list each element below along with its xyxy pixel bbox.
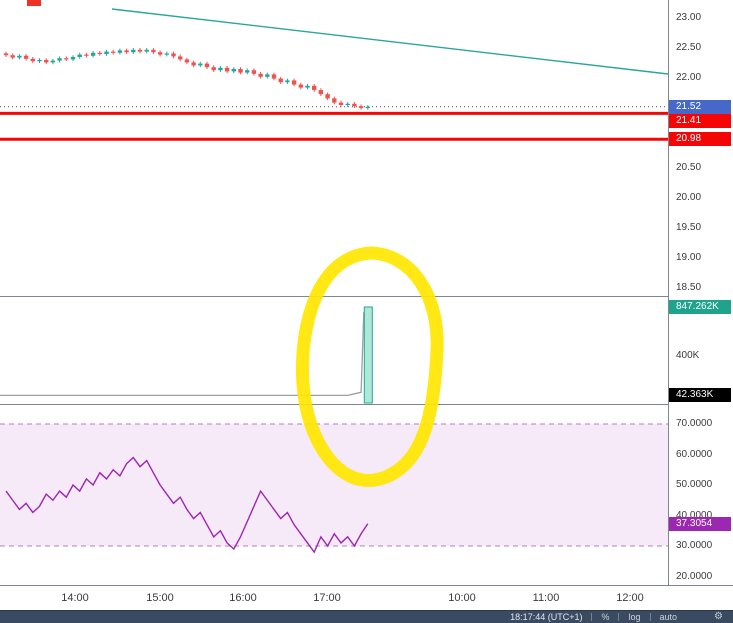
time-axis-label: 15:00	[146, 592, 174, 604]
percent-scale-button[interactable]: %	[601, 612, 610, 622]
log-scale-button[interactable]: log	[628, 612, 641, 622]
time-axis-label: 12:00	[616, 592, 644, 604]
time-axis-label: 11:00	[532, 592, 560, 604]
red-line-label-1: 21.41	[669, 114, 731, 129]
status-bar: 18:17:44 (UTC+1) % log auto ⚙	[0, 610, 733, 623]
volume-ma-line	[0, 312, 365, 397]
rsi-scale-tick: 20.0000	[676, 570, 713, 582]
volume-value-label: 847.262K	[669, 300, 731, 314]
time-axis-label: 10:00	[448, 592, 476, 604]
price-scale-axis[interactable]: 21.52 21.41 20.98 847.262K 42.363K 37.30…	[668, 0, 733, 585]
toolbar-divider	[649, 613, 651, 621]
candlestick-series[interactable]	[3, 48, 370, 110]
price-scale-tick: 19.50	[676, 222, 702, 233]
volume-pane-chart[interactable]	[0, 296, 668, 404]
price-scale-tick: 22.00	[676, 72, 702, 83]
pane-separator	[0, 585, 733, 586]
price-scale-tick: 18.50	[676, 282, 702, 293]
red-line-label-2: 20.98	[669, 132, 731, 147]
rsi-scale-tick: 60.0000	[676, 448, 713, 460]
volume-scale-tick: 400K	[676, 350, 700, 362]
time-axis-label: 16:00	[229, 592, 257, 604]
toolbar-divider	[618, 613, 620, 621]
price-pane-chart[interactable]	[0, 0, 668, 296]
volume-ma-label: 42.363K	[669, 388, 731, 403]
rsi-value-label: 37.3054	[669, 516, 731, 531]
auto-scale-button[interactable]: auto	[659, 612, 678, 622]
rsi-scale-tick: 40.0000	[676, 509, 713, 521]
rsi-scale-tick: 70.0000	[676, 418, 713, 429]
clock-timezone-label[interactable]: 18:17:44 (UTC+1)	[510, 612, 583, 622]
last-price-label: 21.52	[669, 99, 731, 114]
price-scale-tick: 20.50	[676, 162, 702, 173]
rsi-scale-tick: 30.0000	[676, 540, 713, 551]
price-scale-tick: 19.00	[676, 252, 702, 263]
pane-separator[interactable]	[0, 404, 733, 405]
time-axis[interactable]: 14:00 15:00 16:00 17:00 10:00 11:00 12:00	[0, 586, 668, 610]
red-mark-annotation[interactable]	[27, 0, 41, 6]
price-scale-tick: 20.00	[676, 192, 702, 203]
pane-separator[interactable]	[0, 296, 733, 297]
price-scale-tick: 22.50	[676, 42, 702, 53]
settings-gear-icon[interactable]: ⚙	[714, 611, 723, 622]
time-axis-label: 17:00	[313, 592, 341, 604]
rsi-band	[0, 423, 668, 547]
rsi-pane-chart[interactable]	[0, 404, 668, 585]
rsi-line[interactable]	[5, 456, 369, 554]
rsi-scale-tick: 50.0000	[676, 479, 713, 490]
red-alert-lines[interactable]	[0, 111, 668, 141]
price-scale-tick: 23.00	[676, 12, 702, 23]
time-axis-label: 14:00	[61, 592, 89, 604]
toolbar-divider	[591, 613, 593, 621]
volume-spike-bar	[363, 306, 373, 404]
trendline-drawing[interactable]	[111, 8, 668, 75]
